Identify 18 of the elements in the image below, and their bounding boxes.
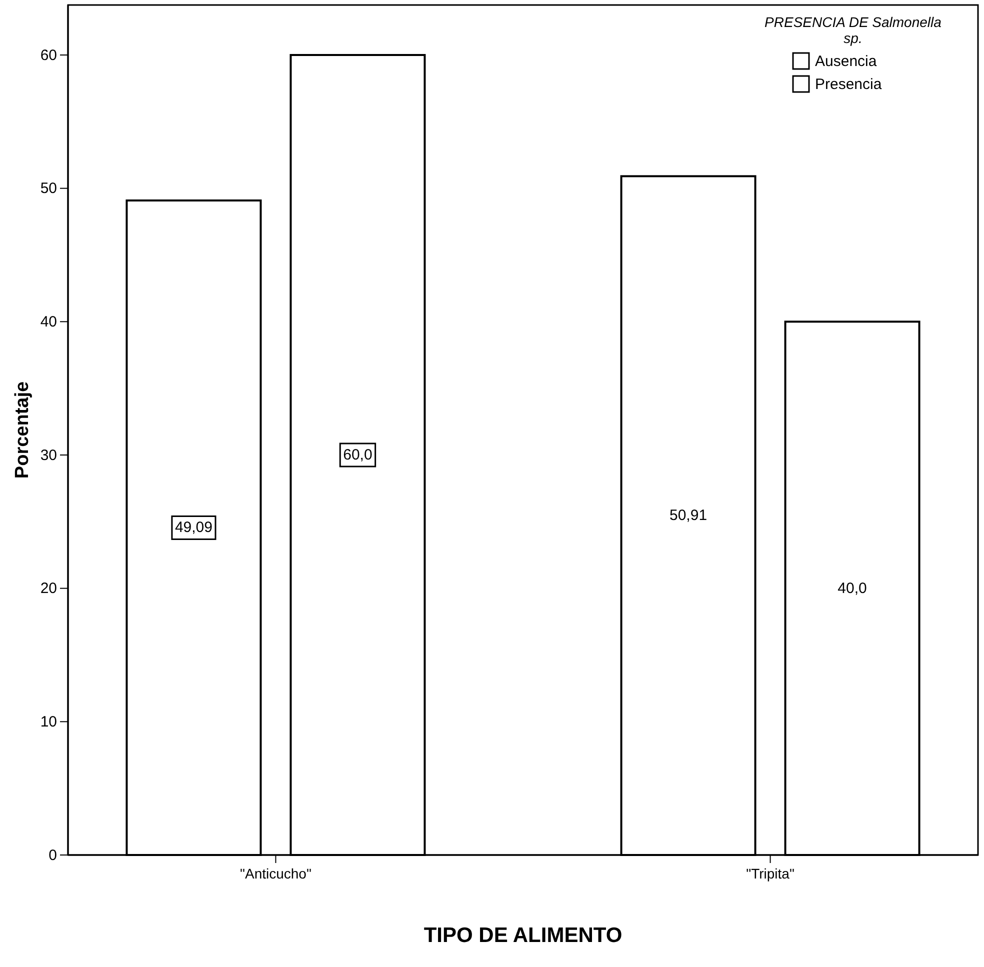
data-label: 60,0 [343, 446, 372, 464]
legend-label: Presencia [815, 76, 882, 93]
data-label: 49,09 [174, 519, 212, 536]
y-tick-label: 60 [40, 46, 57, 64]
data-label: 40,0 [838, 580, 867, 597]
x-tick-label: "Anticucho" [240, 866, 312, 882]
y-tick-label: 40 [40, 313, 57, 330]
y-tick-label: 50 [40, 180, 57, 198]
legend-label: Ausencia [815, 53, 878, 70]
x-tick-label: "Tripita" [746, 866, 794, 882]
y-tick-label: 30 [40, 446, 57, 464]
data-label: 50,91 [670, 507, 708, 524]
legend-title: PRESENCIA DE Salmonella sp. [764, 14, 942, 46]
y-tick-label: 0 [48, 846, 57, 864]
y-axis-title: Porcentaje [12, 381, 33, 479]
x-axis-title: TIPO DE ALIMENTO [424, 924, 622, 947]
y-tick-label: 20 [40, 580, 57, 598]
y-tick-label: 10 [40, 713, 57, 730]
